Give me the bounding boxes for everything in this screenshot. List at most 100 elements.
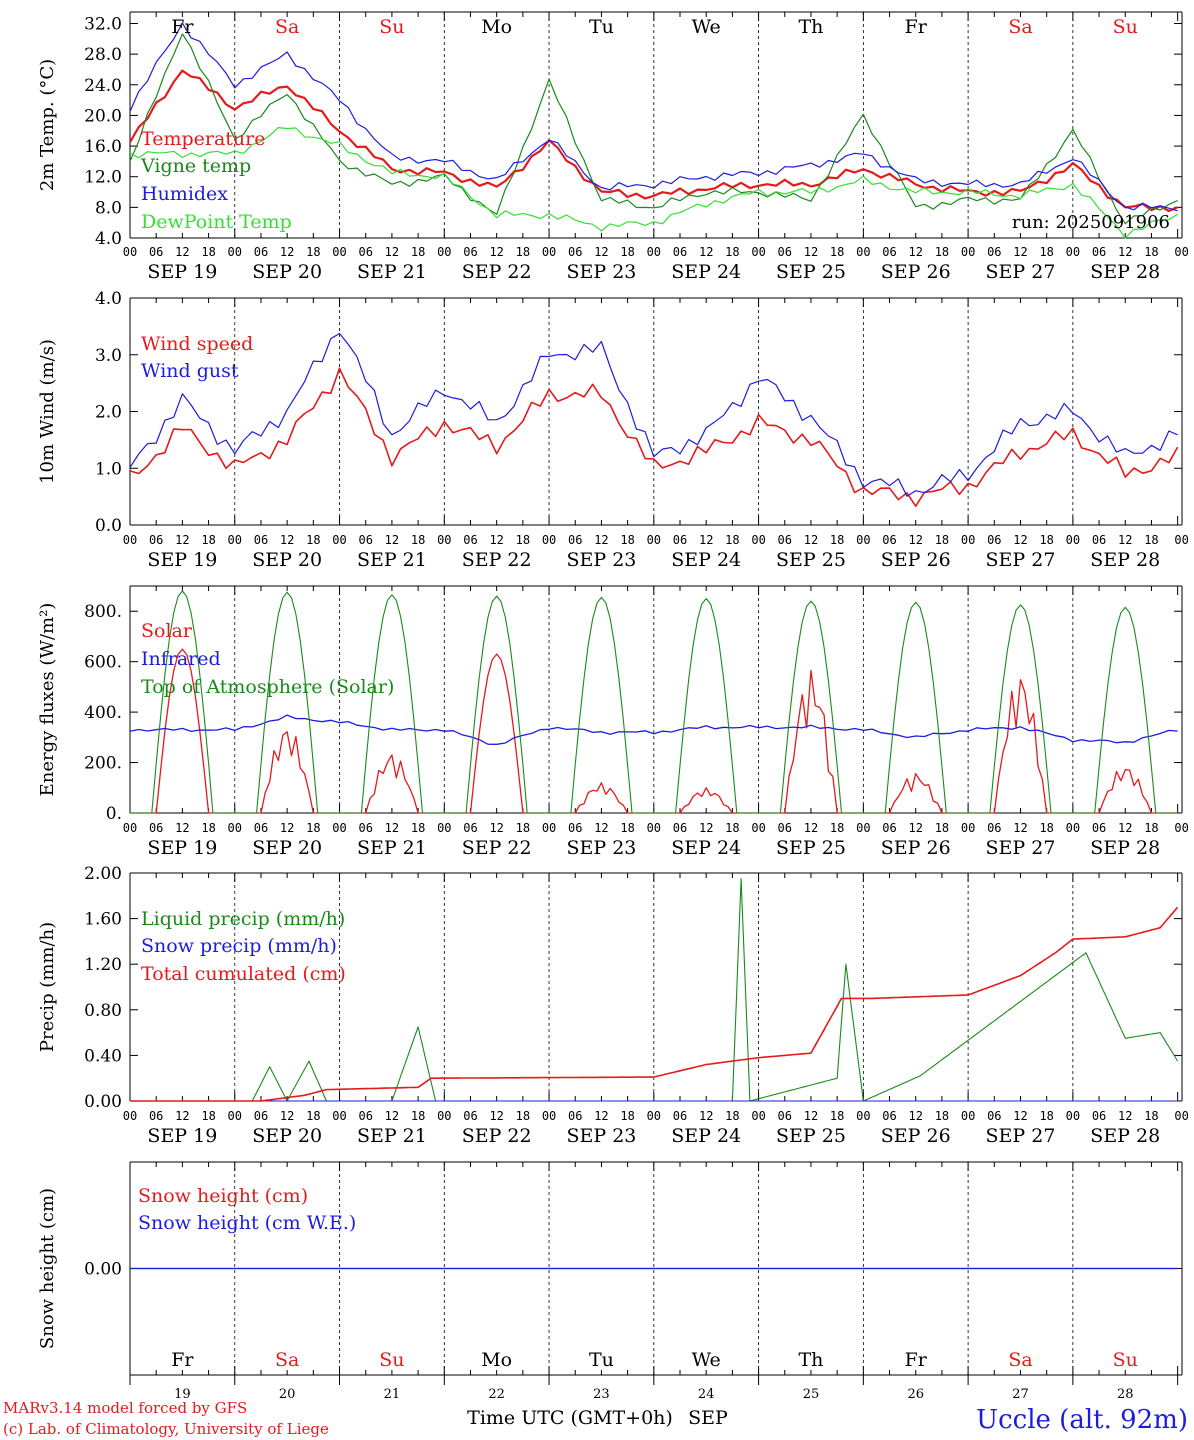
hour-tick-label: 06 xyxy=(149,245,163,259)
hour-tick-label: 12 xyxy=(1013,1109,1027,1123)
hour-tick-label: 06 xyxy=(987,1109,1001,1123)
hour-tick-label: 18 xyxy=(411,245,425,259)
panel-wind: 00 06 12 18 SEP 19 00 06 12 18 SEP 20 00 06 12 18 SEP … xyxy=(37,289,1189,571)
date-label: SEP 23 xyxy=(566,549,636,571)
hour-tick-label: 18 xyxy=(201,533,215,547)
hour-tick-label: 12 xyxy=(1118,245,1132,259)
day-name-bottom: Fr xyxy=(905,1349,928,1371)
hour-tick-label: 00 xyxy=(647,821,661,835)
hour-tick-label: 00 xyxy=(123,245,137,259)
hour-tick-label: 06 xyxy=(568,821,582,835)
date-label: SEP 21 xyxy=(357,1125,427,1147)
hour-tick-label: 00 xyxy=(123,1109,137,1123)
hour-tick-label: 12 xyxy=(489,245,503,259)
hour-tick-label: 18 xyxy=(411,1109,425,1123)
series-line-wind-gust xyxy=(129,332,1178,497)
day-number: 27 xyxy=(1012,1387,1029,1402)
hour-tick-label: 18 xyxy=(201,1109,215,1123)
hour-tick-label: 12 xyxy=(489,1109,503,1123)
series-line-humidex xyxy=(129,22,1178,212)
hour-tick-label: 12 xyxy=(489,533,503,547)
hour-tick-label: 18 xyxy=(725,821,739,835)
hour-tick-label: 12 xyxy=(1118,1109,1132,1123)
hour-tick-label: 00 xyxy=(856,245,870,259)
hour-tick-label: 06 xyxy=(882,1109,896,1123)
hour-tick-label: 06 xyxy=(673,245,687,259)
y-tick-label: 4.0 xyxy=(95,289,122,309)
y-axis-title: Energy fluxes (W/m²) xyxy=(37,603,58,797)
series-line-dewpoint-temp xyxy=(129,127,1178,239)
hour-tick-label: 12 xyxy=(175,821,189,835)
y-tick-label: 16.0 xyxy=(84,137,122,157)
hour-tick-label: 18 xyxy=(830,1109,844,1123)
y-tick-label: 0.00 xyxy=(84,1260,122,1280)
y-tick-label: 400. xyxy=(84,703,122,723)
hour-tick-label: 06 xyxy=(358,245,372,259)
x-axis-title: Time UTC (GMT+0h) xyxy=(467,1407,673,1429)
hour-tick-label: 18 xyxy=(306,245,320,259)
hour-tick-label: 00 xyxy=(228,1109,242,1123)
hour-tick-label: 12 xyxy=(699,821,713,835)
date-label: SEP 21 xyxy=(357,837,427,859)
hour-tick-label: 18 xyxy=(411,533,425,547)
date-label: SEP 28 xyxy=(1090,837,1160,859)
legend-entry: Vigne temp xyxy=(140,155,251,177)
legend-entry: Top of Atmosphere (Solar) xyxy=(141,676,394,698)
legend-entry: Wind gust xyxy=(141,360,239,382)
hour-tick-label: 12 xyxy=(594,1109,608,1123)
hour-tick-label: 06 xyxy=(568,1109,582,1123)
date-label: SEP 19 xyxy=(147,837,217,859)
footer-model-line: MARv3.14 model forced by GFS xyxy=(3,1399,247,1417)
hour-tick-label: 18 xyxy=(1144,1109,1158,1123)
legend-entry: Humidex xyxy=(141,183,228,205)
hour-tick-label: 18 xyxy=(620,245,634,259)
day-name-bottom: Mo xyxy=(481,1349,512,1371)
day-number: 22 xyxy=(488,1387,505,1402)
panel-snow: 0.00 Snow height (cm) Snow height (cm) Snow… xyxy=(37,1161,1183,1376)
day-name-top: Mo xyxy=(481,16,512,38)
hour-tick-label: 00 xyxy=(228,821,242,835)
hour-tick-label: 00 xyxy=(542,821,556,835)
hour-tick-label: 06 xyxy=(673,821,687,835)
hour-tick-label: 18 xyxy=(935,533,949,547)
hour-tick-label: 06 xyxy=(463,245,477,259)
hour-tick-label: 12 xyxy=(908,1109,922,1123)
date-label: SEP 19 xyxy=(147,261,217,283)
hour-tick-label: 06 xyxy=(882,533,896,547)
series-line-total-cumulated-cm- xyxy=(130,906,1179,1102)
hour-tick-label: 12 xyxy=(280,533,294,547)
hour-tick-label: 18 xyxy=(516,821,530,835)
legend-entry: Snow height (cm W.E.) xyxy=(138,1212,356,1234)
hour-tick-label: 00 xyxy=(961,1109,975,1123)
date-label: SEP 25 xyxy=(776,549,846,571)
hour-tick-label: 12 xyxy=(1118,533,1132,547)
footer-credit-line: (c) Lab. of Climatology, University of L… xyxy=(3,1420,329,1438)
hour-tick-label: 12 xyxy=(804,245,818,259)
day-number: 28 xyxy=(1117,1387,1134,1402)
y-tick-label: 3.0 xyxy=(95,346,122,366)
hour-tick-label: 00 xyxy=(1174,245,1188,259)
hour-tick-label: 06 xyxy=(463,533,477,547)
day-name-bottom: Tu xyxy=(589,1349,614,1371)
hour-tick-label: 12 xyxy=(385,533,399,547)
date-label: SEP 27 xyxy=(986,837,1056,859)
hour-tick-label: 12 xyxy=(804,1109,818,1123)
hour-tick-label: 06 xyxy=(568,533,582,547)
hour-tick-label: 00 xyxy=(1174,533,1188,547)
y-tick-label: 1.0 xyxy=(95,459,122,479)
hour-tick-label: 18 xyxy=(725,1109,739,1123)
hour-tick-label: 06 xyxy=(358,533,372,547)
hour-tick-label: 18 xyxy=(1039,1109,1053,1123)
hour-tick-label: 18 xyxy=(411,821,425,835)
date-label: SEP 26 xyxy=(881,1125,951,1147)
day-name-top: Fr xyxy=(171,16,194,38)
hour-tick-label: 18 xyxy=(830,821,844,835)
hour-tick-label: 06 xyxy=(149,533,163,547)
hour-tick-label: 06 xyxy=(463,821,477,835)
day-name-bottom: Fr xyxy=(171,1349,194,1371)
y-tick-label: 20.0 xyxy=(84,106,122,126)
hour-tick-label: 12 xyxy=(908,245,922,259)
hour-tick-label: 06 xyxy=(1092,533,1106,547)
date-label: SEP 22 xyxy=(462,549,532,571)
hour-tick-label: 06 xyxy=(1092,245,1106,259)
